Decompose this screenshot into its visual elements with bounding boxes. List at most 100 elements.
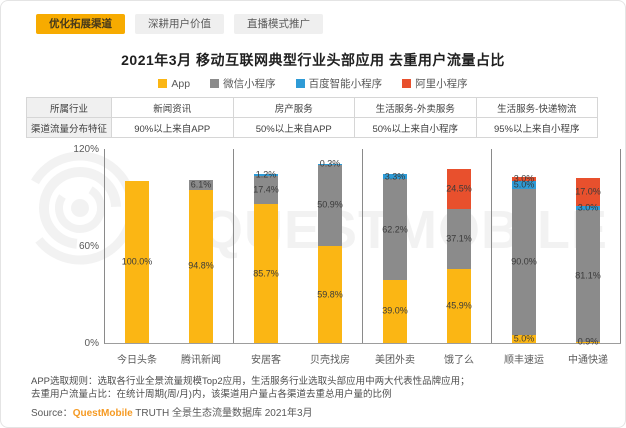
- bar-segment: 17.0%: [575, 178, 601, 206]
- segment-value-label: 81.1%: [575, 270, 601, 281]
- source-brand: QuestMobile: [72, 408, 133, 419]
- industry-cell: 新闻资讯: [111, 97, 234, 118]
- segment-value-label: 90.0%: [511, 256, 537, 267]
- stacked-bar: 45.9% 37.1% 24.5%: [446, 169, 472, 343]
- segment-value-label: 17.0%: [575, 186, 601, 197]
- segment-value-label: 0.3%: [319, 158, 341, 169]
- stacked-bar: 100.0%: [122, 181, 152, 343]
- legend-item: 百度智能小程序: [295, 76, 382, 91]
- segment-value-label: 3.0%: [513, 173, 535, 184]
- segment-value-label: 3.3%: [384, 171, 406, 182]
- legend-swatch-icon: [295, 79, 305, 88]
- category-label: 今日头条: [117, 355, 157, 366]
- category-label: 中通快递: [568, 355, 608, 366]
- y-axis-tick-label: 120%: [73, 143, 99, 155]
- legend-item: App: [158, 76, 190, 91]
- bar-segment: 62.2%: [382, 179, 408, 280]
- bar-segment: 50.9%: [317, 164, 343, 247]
- category-label: 安居客: [251, 355, 281, 366]
- bar-segment: 5.0%: [512, 179, 536, 190]
- segment-value-label: 50.9%: [317, 199, 343, 210]
- feature-cell: 95%以上来自小程序: [475, 117, 598, 138]
- legend-swatch-icon: [402, 79, 412, 88]
- footnote-line: APP选取规则：选取各行业全景流量规模Top2应用，生活服务行业选取头部应用中两…: [31, 376, 470, 387]
- segment-value-label: 45.9%: [446, 300, 472, 311]
- industry-group: 39.0% 62.2% 3.3% 美团外卖 45.9% 37.1% 24.5% 饿了么: [363, 149, 492, 366]
- bar-segment: 5.0%: [512, 333, 536, 344]
- industry-group: 5.0% 90.0% 5.0% 3.0% 顺丰速运 0.9% 81.1% 3.0% 17.0% 中…: [492, 149, 621, 366]
- segment-value-label: 5.0%: [513, 179, 535, 190]
- stacked-bar-chart: 100.0% 今日头条 94.8% 6.1% 腾讯新闻 85.7% 17.4% 1.2% 安居客…: [1, 142, 626, 370]
- legend-label: 阿里小程序: [415, 78, 468, 90]
- bar-slot: 0.9% 81.1% 3.0% 17.0% 中通快递: [556, 149, 620, 366]
- industry-group: 100.0% 今日头条 94.8% 6.1% 腾讯新闻: [105, 149, 234, 366]
- bar-slot: 5.0% 90.0% 5.0% 3.0% 顺丰速运: [492, 149, 556, 366]
- tab-3[interactable]: 直播模式推广: [234, 14, 323, 34]
- bar-slot: 85.7% 17.4% 1.2% 安居客: [234, 149, 298, 366]
- segment-value-label: 24.5%: [446, 183, 472, 194]
- segment-value-label: 59.8%: [317, 289, 343, 300]
- tab-1[interactable]: 优化拓展渠道: [36, 14, 125, 34]
- bar-segment: 45.9%: [446, 268, 472, 343]
- bar-slot: 100.0% 今日头条: [105, 149, 169, 366]
- plot-area: 100.0% 今日头条 94.8% 6.1% 腾讯新闻 85.7% 17.4% 1.2% 安居客…: [104, 149, 621, 366]
- category-label: 腾讯新闻: [181, 355, 221, 366]
- chart-legend: App 微信小程序 百度智能小程序 阿里小程序: [1, 76, 625, 91]
- stacked-bar: 94.8% 6.1%: [188, 180, 214, 343]
- legend-label: 微信小程序: [223, 78, 276, 90]
- stacked-bar: 39.0% 62.2% 3.3%: [382, 171, 408, 343]
- bar-segment: 81.1%: [575, 210, 601, 342]
- bar-slot: 94.8% 6.1% 腾讯新闻: [169, 149, 233, 366]
- source-prefix: Source：: [31, 408, 73, 419]
- feature-cell: 50%以上来自APP: [232, 117, 355, 138]
- bar-segment: 39.0%: [382, 279, 408, 343]
- feature-cell: 50%以上来自小程序: [354, 117, 477, 138]
- segment-value-label: 100.0%: [121, 256, 153, 267]
- bar-segment: 17.4%: [253, 176, 279, 205]
- tab-2[interactable]: 深耕用户价值: [135, 14, 224, 34]
- legend-swatch-icon: [210, 79, 220, 88]
- segment-value-label: 6.1%: [190, 179, 212, 190]
- industry-header-cell: 所属行业: [26, 97, 112, 118]
- bar-segment: 59.8%: [317, 246, 343, 343]
- segment-value-label: 39.0%: [382, 305, 408, 316]
- bar-segment: 6.1%: [189, 180, 213, 190]
- legend-label: App: [171, 77, 191, 90]
- category-label: 顺丰速运: [504, 355, 544, 366]
- bar-segment: 3.3%: [383, 171, 407, 182]
- industry-table: 所属行业 新闻资讯 房产服务 生活服务-外卖服务 生活服务-快递物流 渠道流量分布特征…: [26, 97, 598, 138]
- footnote-line: 去重用户流量占比：在统计周期(周/月)内，该渠道用户量占各渠道去重总用户量的比例: [31, 389, 392, 400]
- category-label: 饿了么: [444, 355, 474, 366]
- segment-value-label: 17.4%: [253, 184, 279, 195]
- bar-segment: 0.9%: [576, 337, 600, 346]
- bar-segment: 94.8%: [188, 189, 214, 343]
- bar-segment: 3.0%: [576, 202, 600, 213]
- segment-value-label: 37.1%: [446, 233, 472, 244]
- segment-value-label: 3.0%: [577, 202, 599, 213]
- stacked-bar: 5.0% 90.0% 5.0% 3.0%: [511, 173, 537, 344]
- source-line: Source：QuestMobile TRUTH 全景生态流量数据库 2021年…: [31, 404, 313, 419]
- category-label: 贝壳找房: [310, 355, 350, 366]
- segment-value-label: 5.0%: [513, 333, 535, 344]
- legend-swatch-icon: [158, 79, 168, 88]
- chart-title: 2021年3月 移动互联网典型行业头部应用 去重用户流量占比: [121, 52, 505, 68]
- bar-slot: 45.9% 37.1% 24.5% 饿了么: [427, 149, 491, 366]
- y-axis-tick-label: 0%: [84, 337, 99, 349]
- segment-value-label: 62.2%: [382, 224, 408, 235]
- stacked-bar: 59.8% 50.9% 0.3%: [317, 159, 343, 343]
- feature-header-cell: 渠道流量分布特征: [26, 117, 112, 138]
- industry-cell: 生活服务-外卖服务: [354, 97, 477, 118]
- bar-slot: 39.0% 62.2% 3.3% 美团外卖: [363, 149, 427, 366]
- segment-value-label: 85.7%: [253, 268, 279, 279]
- legend-item: 阿里小程序: [402, 76, 468, 91]
- table-row-industry: 所属行业 新闻资讯 房产服务 生活服务-外卖服务 生活服务-快递物流: [26, 97, 598, 118]
- stacked-bar: 85.7% 17.4% 1.2%: [253, 170, 279, 343]
- bar-segment: 1.2%: [254, 170, 278, 179]
- industry-cell: 房产服务: [232, 97, 355, 118]
- bar-segment: 24.5%: [446, 169, 472, 209]
- source-suffix: TRUTH 全景生态流量数据库 2021年3月: [132, 408, 313, 419]
- segment-value-label: 0.9%: [577, 336, 599, 347]
- bar-segment: 100.0%: [122, 181, 152, 343]
- bar-segment: 90.0%: [511, 189, 537, 335]
